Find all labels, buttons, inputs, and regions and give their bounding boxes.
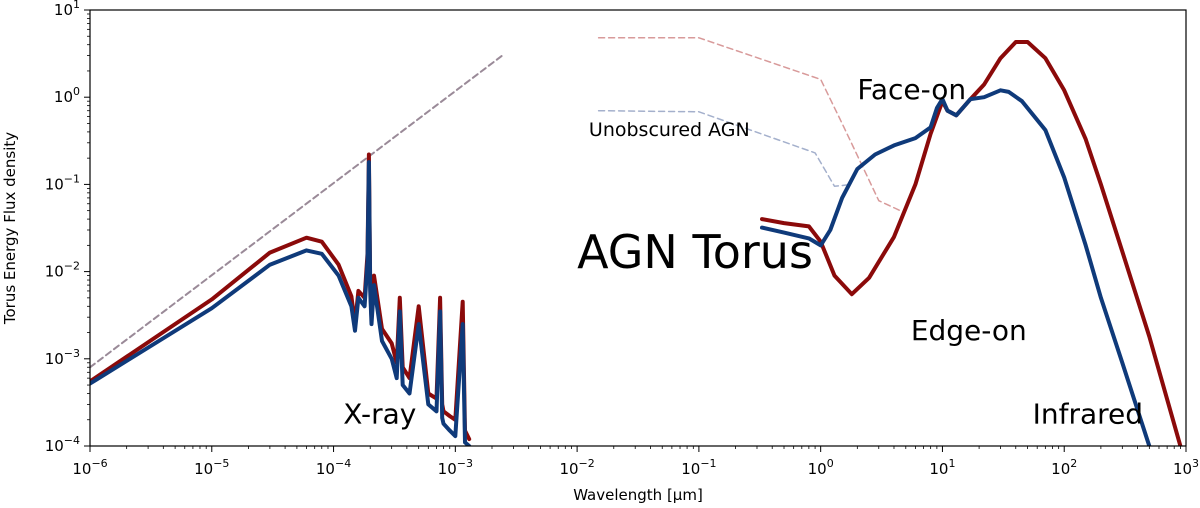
series-line-unobscured-ir-red: [597, 37, 901, 212]
tick-layer: 10−6 10−5 10−4 10−3 10−2 10−1 100 101 102 103 10−4…: [45, 0, 1199, 478]
annotation-infrared: Infrared: [1033, 398, 1143, 431]
annotation-x-ray: X-ray: [343, 398, 416, 431]
y-tick-label: 100: [54, 85, 80, 106]
series-line-face-on-xray: [90, 160, 472, 446]
x-tick-label: 100: [808, 457, 834, 478]
series-line-unobscured-ir-blue: [597, 109, 853, 188]
x-tick-label: 10−1: [681, 457, 716, 478]
annotation-face-on: Face-on: [857, 73, 966, 106]
x-tick-label: 103: [1173, 457, 1199, 478]
annotation-agn-torus: AGN Torus: [577, 225, 813, 279]
plot-frame: [89, 9, 1187, 447]
annotation-unobscured-agn: Unobscured AGN: [589, 119, 750, 141]
x-tick-label: 10−2: [559, 457, 594, 478]
series-layer: [90, 37, 1183, 446]
x-axis-label: Wavelength [µm]: [573, 486, 703, 504]
x-tick-label: 10−3: [438, 457, 473, 478]
x-tick-label: 101: [929, 457, 955, 478]
series-line-unobscured-xray: [90, 53, 505, 369]
y-tick-label: 10−1: [45, 172, 80, 193]
y-axis-label: Torus Energy Flux density: [1, 132, 19, 325]
x-tick-label: 10−4: [316, 457, 351, 478]
y-tick-label: 10−3: [45, 347, 80, 368]
y-tick-label: 10−4: [45, 434, 80, 455]
x-tick-label: 102: [1051, 457, 1077, 478]
series-line-face-on-ir: [760, 88, 1152, 446]
y-tick-label: 10−2: [45, 260, 80, 281]
x-tick-label: 10−6: [72, 457, 107, 478]
y-tick-label: 101: [54, 0, 80, 19]
x-tick-label: 10−5: [194, 457, 229, 478]
annotation-edge-on: Edge-on: [911, 314, 1027, 347]
annotation-layer: AGN Torus Unobscured AGN Face-on Edge-on X-r…: [343, 73, 1143, 431]
